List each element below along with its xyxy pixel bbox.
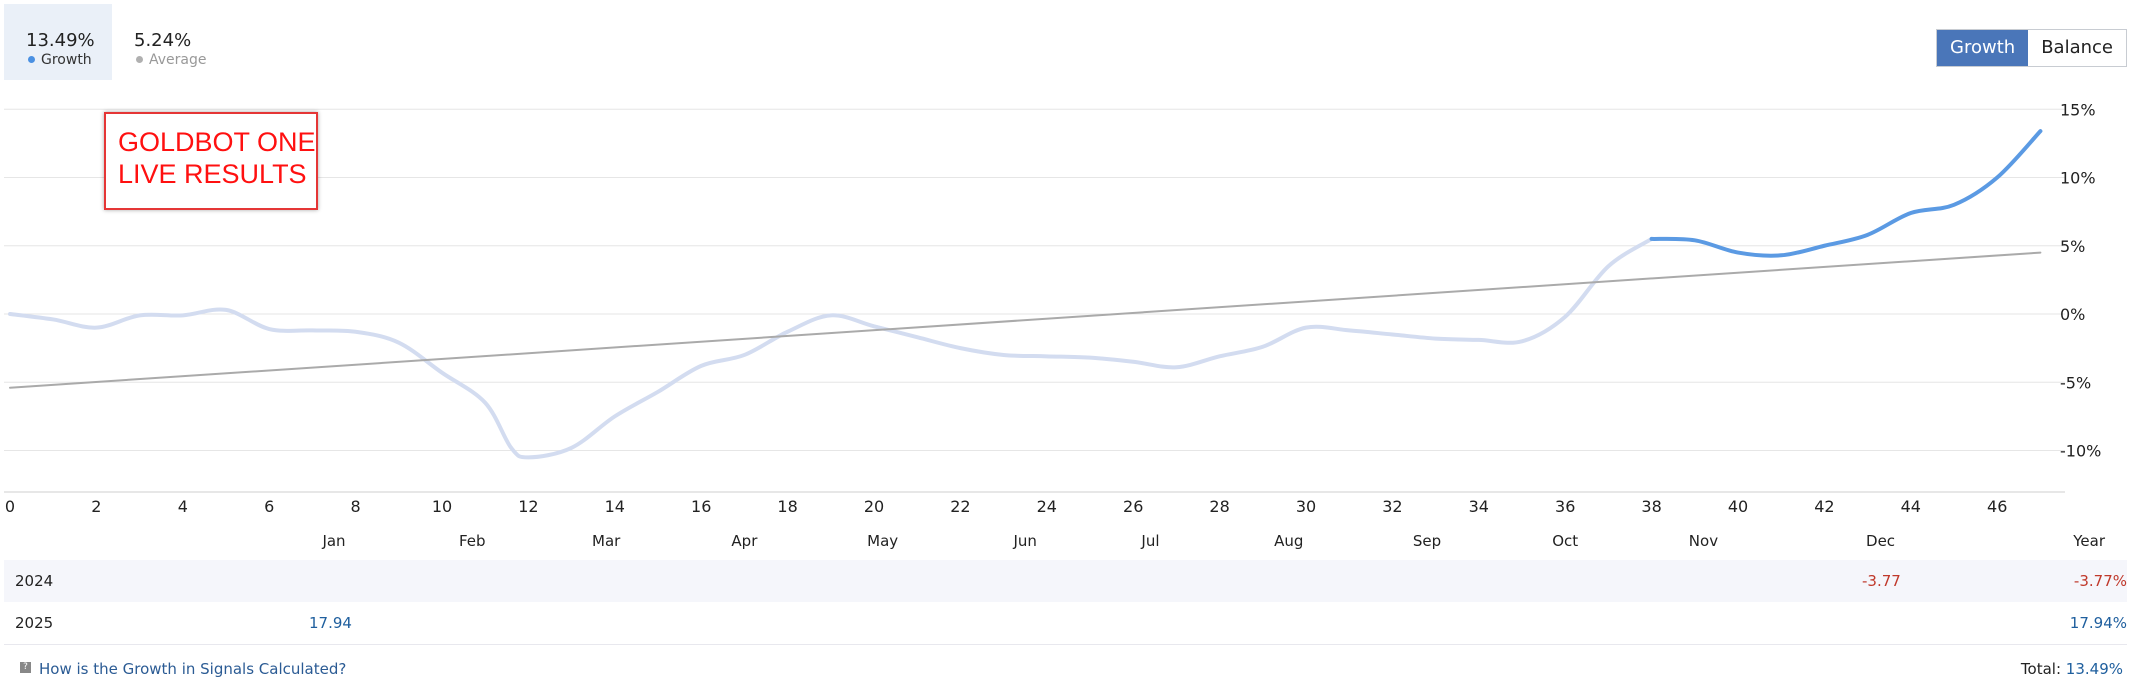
x-tick-label: 16	[691, 497, 711, 516]
growth-toggle-button[interactable]: Growth	[1937, 30, 2029, 66]
x-tick-label: 12	[518, 497, 538, 516]
x-tick-label: 2	[91, 497, 101, 516]
growth-label-row: Growth	[26, 51, 112, 69]
series-line-growth-0	[8, 236, 1654, 460]
total-value: 13.49%	[2065, 660, 2123, 678]
growth-chart: 15%10%5%0%-5%-10%0 2 4 6 8 10 12 14 16 18 20 22 24 26…	[4, 100, 2106, 550]
month-label: Jan	[321, 532, 345, 550]
table-row-2025: 2025 17.94 17.94%	[4, 602, 2127, 645]
month-label: Mar	[592, 532, 621, 550]
help-icon: ?	[20, 662, 31, 673]
x-tick-label: 40	[1728, 497, 1748, 516]
year-total-cell: -3.77%	[2073, 572, 2127, 590]
month-label: Oct	[1552, 532, 1578, 550]
help-link-row[interactable]: ? How is the Growth in Signals Calculated…	[20, 660, 346, 678]
y-tick-label: -5%	[2060, 373, 2091, 392]
x-tick-label: 34	[1469, 497, 1489, 516]
growth-stat-tab[interactable]: 13.49% Growth	[4, 4, 112, 80]
x-tick-label: 22	[950, 497, 970, 516]
banner-line-1: GOLDBOT ONE	[118, 127, 316, 157]
growth-value: 13.49%	[26, 30, 95, 51]
average-label-row: Average	[134, 51, 232, 69]
month-label: May	[867, 532, 898, 550]
year-cell: 2024	[15, 572, 54, 590]
y-tick-label: 10%	[2060, 169, 2096, 188]
year-column-label: Year	[2072, 532, 2106, 550]
banner-line-2: LIVE RESULTS	[118, 159, 307, 189]
y-tick-label: 15%	[2060, 100, 2096, 119]
x-tick-label: 18	[777, 497, 797, 516]
average-value: 5.24%	[134, 30, 192, 51]
month-label: Sep	[1413, 532, 1441, 550]
growth-label: Growth	[41, 52, 92, 68]
series-line-growth-1	[1649, 129, 2043, 258]
x-tick-label: 36	[1555, 497, 1575, 516]
year-cell: 2025	[15, 614, 54, 632]
x-tick-label: 24	[1037, 497, 1057, 516]
x-tick-label: 14	[605, 497, 625, 516]
chart-mode-toggle: Growth Balance	[1936, 29, 2127, 67]
x-tick-label: 4	[178, 497, 188, 516]
y-tick-label: 5%	[2060, 237, 2085, 256]
average-label: Average	[149, 52, 207, 68]
month-label: Feb	[459, 532, 486, 550]
x-tick-label: 32	[1382, 497, 1402, 516]
month-label: Apr	[731, 532, 758, 550]
x-tick-label: 0	[5, 497, 15, 516]
month-label: Jul	[1140, 532, 1159, 550]
x-tick-label: 30	[1296, 497, 1316, 516]
series-line-average-2	[9, 251, 2042, 389]
chart-labels: 15%10%5%0%-5%-10%0 2 4 6 8 10 12 14 16 18 20 22 24 26…	[5, 100, 2106, 550]
chart-grid	[4, 108, 2065, 493]
average-dot-icon	[136, 55, 143, 63]
x-tick-label: 46	[1987, 497, 2007, 516]
month-label: Aug	[1274, 532, 1303, 550]
year-total-cell: 17.94%	[2069, 614, 2127, 632]
x-tick-label: 6	[264, 497, 274, 516]
result-banner: GOLDBOT ONE LIVE RESULTS	[104, 112, 318, 210]
x-tick-label: 8	[351, 497, 361, 516]
dec-value-cell: -3.77	[1862, 572, 1901, 590]
month-label: Nov	[1689, 532, 1718, 550]
x-tick-label: 42	[1814, 497, 1834, 516]
chart-lines	[8, 129, 2043, 460]
x-tick-label: 38	[1641, 497, 1661, 516]
y-tick-label: 0%	[2060, 305, 2085, 324]
help-link[interactable]: How is the Growth in Signals Calculated?	[39, 660, 347, 678]
x-tick-label: 20	[864, 497, 884, 516]
x-tick-label: 26	[1123, 497, 1143, 516]
jan-value-cell: 17.94	[309, 614, 352, 632]
x-tick-label: 28	[1209, 497, 1229, 516]
growth-dot-icon	[28, 55, 35, 63]
y-tick-label: -10%	[2060, 442, 2101, 461]
month-label: Dec	[1866, 532, 1895, 550]
x-tick-label: 44	[1901, 497, 1921, 516]
month-label: Jun	[1012, 532, 1036, 550]
average-stat-tab[interactable]: 5.24% Average	[112, 4, 232, 80]
balance-toggle-button[interactable]: Balance	[2028, 30, 2126, 66]
table-row-2024: 2024 -3.77 -3.77%	[4, 560, 2127, 602]
total-summary: Total: 13.49%	[2021, 660, 2123, 678]
x-tick-label: 10	[432, 497, 452, 516]
total-label: Total:	[2020, 660, 2062, 678]
